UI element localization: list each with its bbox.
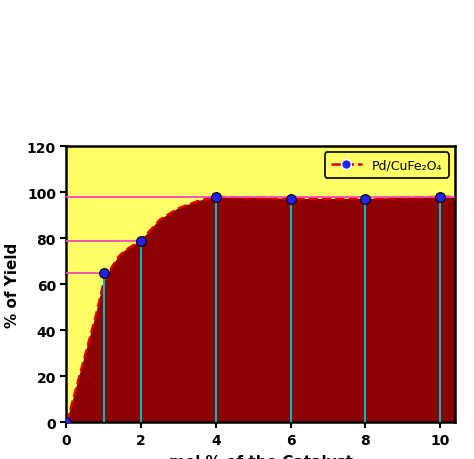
- X-axis label: mol % of the Catalyst: mol % of the Catalyst: [169, 453, 353, 459]
- Legend: Pd/CuFe₂O₄: Pd/CuFe₂O₄: [325, 153, 449, 179]
- Y-axis label: % of Yield: % of Yield: [5, 242, 20, 327]
